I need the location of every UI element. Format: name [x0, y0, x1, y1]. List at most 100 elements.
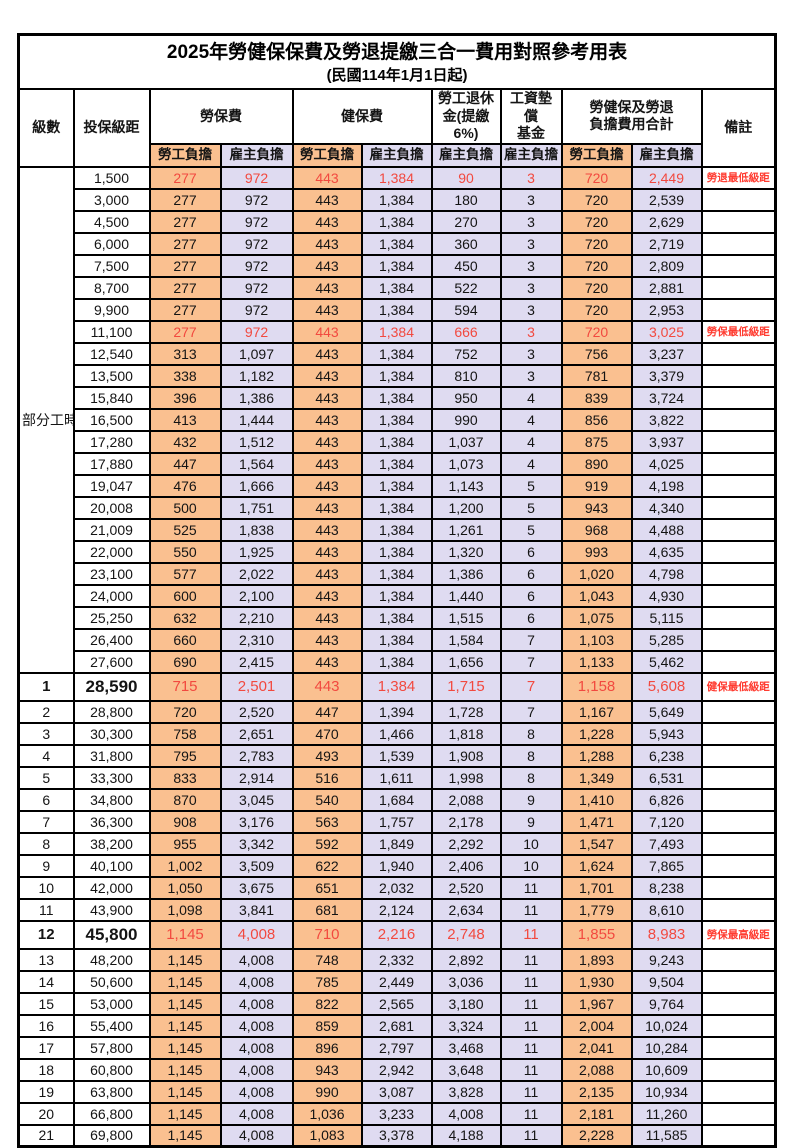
value-cell: 1,512	[219, 429, 294, 454]
value-cell: 720	[560, 187, 633, 212]
level-cell: 1	[17, 671, 75, 702]
value-cell: 7,865	[630, 853, 703, 878]
remark-cell	[700, 561, 777, 586]
value-cell: 651	[291, 875, 363, 900]
level-cell: 18	[17, 1057, 75, 1082]
value-cell: 1,145	[148, 969, 222, 994]
value-cell: 1,384	[360, 385, 433, 410]
value-cell: 3,468	[430, 1035, 502, 1060]
value-cell: 1,145	[148, 1123, 222, 1148]
level-cell: 13	[17, 947, 75, 972]
value-cell: 1,701	[560, 875, 633, 900]
value-cell: 666	[430, 319, 502, 344]
value-cell: 1,584	[430, 627, 502, 652]
bracket-cell: 21,009	[72, 517, 151, 542]
value-cell: 277	[148, 231, 222, 256]
subheader-health-employee: 勞工負擔	[291, 142, 363, 168]
remark-cell	[700, 1057, 777, 1082]
value-cell: 1,158	[560, 671, 633, 702]
table-row: 14 50,600 1,145 4,008 785 2,449 3,036 11 1,930 9,…	[17, 969, 777, 994]
value-cell: 856	[560, 407, 633, 432]
remark-cell	[700, 407, 777, 432]
value-cell: 443	[291, 253, 363, 278]
value-cell: 443	[291, 517, 363, 542]
value-cell: 1,728	[430, 699, 502, 724]
header-level: 級數	[17, 88, 75, 168]
remark-cell	[700, 699, 777, 724]
value-cell: 1,666	[219, 473, 294, 498]
value-cell: 443	[291, 297, 363, 322]
value-cell: 3,087	[360, 1079, 433, 1104]
level-cell: 19	[17, 1079, 75, 1104]
value-cell: 1,855	[560, 919, 633, 950]
remark-cell	[700, 897, 777, 922]
value-cell: 1,908	[430, 743, 502, 768]
bracket-cell: 48,200	[72, 947, 151, 972]
header-total: 勞健保及勞退 負擔費用合計	[560, 88, 703, 145]
value-cell: 516	[291, 765, 363, 790]
bracket-cell: 23,100	[72, 561, 151, 586]
value-cell: 9	[499, 787, 563, 812]
value-cell: 443	[291, 583, 363, 608]
level-cell: 20	[17, 1101, 75, 1126]
bracket-cell: 8,700	[72, 275, 151, 300]
value-cell: 1,930	[560, 969, 633, 994]
subheader-health-employer: 雇主負擔	[360, 142, 433, 168]
remark-cell: 勞退最低級距	[700, 165, 777, 190]
value-cell: 1,384	[360, 429, 433, 454]
value-cell: 972	[219, 319, 294, 344]
subheader-total-employee: 勞工負擔	[560, 142, 633, 168]
value-cell: 540	[291, 787, 363, 812]
bracket-cell: 4,500	[72, 209, 151, 234]
value-cell: 1,384	[360, 605, 433, 630]
value-cell: 943	[560, 495, 633, 520]
value-cell: 1,145	[148, 1035, 222, 1060]
remark-cell	[700, 649, 777, 674]
remark-cell	[700, 187, 777, 212]
value-cell: 500	[148, 495, 222, 520]
bracket-cell: 17,880	[72, 451, 151, 476]
value-cell: 1,384	[360, 539, 433, 564]
remark-cell	[700, 363, 777, 388]
remark-cell	[700, 605, 777, 630]
value-cell: 1,200	[430, 495, 502, 520]
value-cell: 3,176	[219, 809, 294, 834]
value-cell: 1,075	[560, 605, 633, 630]
value-cell: 3	[499, 297, 563, 322]
value-cell: 10,934	[630, 1079, 703, 1104]
value-cell: 5,943	[630, 721, 703, 746]
value-cell: 1,684	[360, 787, 433, 812]
value-cell: 443	[291, 187, 363, 212]
table-row: 20 66,800 1,145 4,008 1,036 3,233 4,008 11 2,181…	[17, 1101, 777, 1126]
value-cell: 180	[430, 187, 502, 212]
value-cell: 11	[499, 1013, 563, 1038]
bracket-cell: 57,800	[72, 1035, 151, 1060]
level-cell: 17	[17, 1035, 75, 1060]
table-row: 11 43,900 1,098 3,841 681 2,124 2,634 11 1,779 8,…	[17, 897, 777, 922]
value-cell: 1,386	[219, 385, 294, 410]
value-cell: 2,124	[360, 897, 433, 922]
bracket-cell: 3,000	[72, 187, 151, 212]
table-row: 7,500 277 972 443 1,384 450 3 720 2,809	[19, 253, 777, 278]
value-cell: 3	[499, 231, 563, 256]
value-cell: 3,937	[630, 429, 703, 454]
value-cell: 8	[499, 743, 563, 768]
bracket-cell: 7,500	[72, 253, 151, 278]
value-cell: 443	[291, 363, 363, 388]
value-cell: 6	[499, 605, 563, 630]
level-cell: 10	[17, 875, 75, 900]
value-cell: 756	[560, 341, 633, 366]
bracket-cell: 16,500	[72, 407, 151, 432]
value-cell: 955	[148, 831, 222, 856]
value-cell: 2,032	[360, 875, 433, 900]
value-cell: 90	[430, 165, 502, 190]
table-row: 21,009 525 1,838 443 1,384 1,261 5 968 4,488	[19, 517, 777, 542]
value-cell: 522	[430, 275, 502, 300]
level-cell: 15	[17, 991, 75, 1016]
value-cell: 2,088	[560, 1057, 633, 1082]
value-cell: 4	[499, 451, 563, 476]
level-cell: 21	[17, 1123, 75, 1148]
value-cell: 10	[499, 853, 563, 878]
value-cell: 1,182	[219, 363, 294, 388]
value-cell: 7	[499, 699, 563, 724]
